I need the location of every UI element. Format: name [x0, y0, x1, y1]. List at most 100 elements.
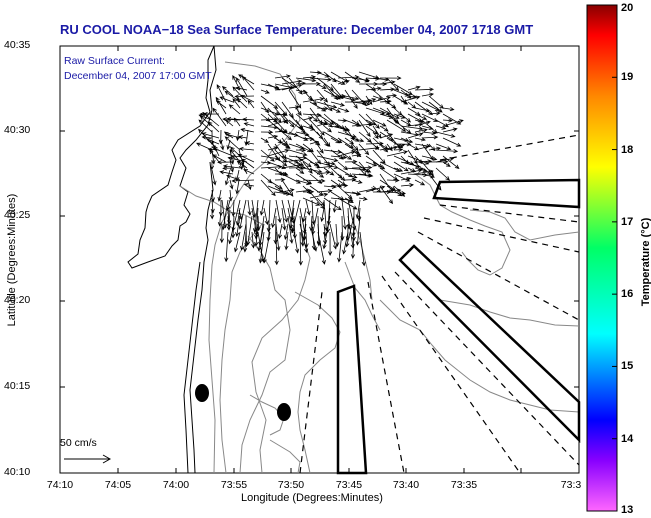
current-vector	[330, 107, 341, 113]
current-vector	[414, 137, 426, 142]
current-vector	[247, 179, 252, 191]
y-axis-title: Latitude (Degrees:Minutes)	[6, 193, 18, 327]
current-vector	[332, 199, 337, 213]
current-vector	[322, 215, 331, 250]
current-vector	[351, 101, 371, 107]
current-vector	[274, 74, 291, 79]
current-vector	[407, 94, 417, 99]
current-vector	[218, 129, 223, 145]
current-vector	[316, 188, 333, 194]
current-vector	[219, 96, 234, 103]
current-vector	[421, 155, 438, 161]
current-vector	[217, 209, 222, 227]
current-vector	[337, 150, 356, 157]
x-tick-label: 73:45	[335, 479, 363, 491]
current-vector	[393, 167, 404, 172]
current-vector	[386, 119, 407, 132]
current-vector	[442, 106, 455, 112]
current-vector	[311, 207, 319, 236]
current-vector	[365, 125, 379, 135]
current-vector	[414, 87, 435, 92]
current-vector	[295, 77, 317, 83]
current-vector	[400, 183, 415, 188]
current-vector	[260, 137, 270, 143]
current-vector	[301, 207, 307, 223]
current-vector	[442, 161, 451, 167]
current-vector	[323, 89, 341, 100]
current-vector	[199, 115, 213, 127]
current-vector	[379, 107, 400, 119]
current-vector	[236, 97, 248, 109]
current-vector	[288, 199, 295, 230]
current-vector	[309, 113, 318, 123]
current-vector	[365, 113, 380, 129]
current-vector	[311, 231, 318, 252]
current-vector	[275, 223, 281, 252]
current-vector	[400, 113, 411, 123]
current-vector	[302, 97, 325, 103]
current-vector	[228, 189, 233, 202]
current-vector	[421, 92, 435, 97]
current-vector	[309, 161, 319, 166]
y-tick-label: 40:30	[4, 124, 31, 136]
current-vector	[298, 231, 303, 266]
current-vector	[219, 170, 234, 175]
current-vector	[238, 74, 255, 85]
current-vector	[232, 98, 241, 109]
scale-label: 50 cm/s	[60, 437, 97, 449]
y-tick-label: 40:20	[4, 294, 31, 306]
current-vector	[274, 149, 288, 163]
current-vector	[316, 170, 331, 175]
current-vector	[323, 161, 336, 166]
current-vector	[379, 125, 389, 132]
current-vector	[359, 231, 366, 267]
current-vector	[330, 101, 345, 107]
current-vector	[365, 161, 378, 167]
current-vector	[400, 176, 412, 181]
current-vector	[372, 131, 379, 140]
current-vector	[260, 179, 276, 197]
current-vector	[414, 169, 434, 175]
current-vector	[407, 85, 421, 91]
current-vector	[365, 185, 386, 193]
current-vector	[215, 96, 227, 115]
x-tick-label: 74:10	[46, 479, 74, 491]
current-vector	[281, 188, 295, 193]
colorbar-tick-label: 19	[621, 71, 634, 84]
current-vector	[288, 119, 306, 134]
current-vector	[309, 101, 327, 112]
current-vector	[260, 101, 269, 114]
colorbar-tick-label: 18	[621, 143, 634, 156]
bathymetry-contours	[179, 61, 580, 474]
current-vector	[238, 209, 243, 221]
current-vector	[379, 99, 392, 104]
current-vector	[267, 146, 279, 151]
current-vector	[309, 140, 320, 145]
current-vector	[295, 119, 304, 131]
current-vector	[243, 122, 255, 127]
current-vector	[236, 77, 248, 97]
current-vector	[202, 112, 220, 127]
current-vector	[316, 77, 334, 91]
colorbar-tick-label: 14	[621, 432, 634, 445]
current-vector	[344, 167, 367, 172]
current-vector	[442, 118, 453, 123]
current-vector	[316, 83, 327, 89]
current-vector	[372, 161, 386, 170]
current-vector	[238, 149, 245, 166]
current-vector	[345, 215, 355, 248]
current-vector	[281, 207, 287, 231]
colorbar-ticks	[612, 4, 617, 512]
current-vector	[226, 199, 231, 211]
current-vector	[295, 81, 306, 86]
current-vector	[302, 116, 313, 121]
current-vector	[198, 128, 213, 145]
current-vector	[295, 167, 305, 174]
current-vector	[400, 137, 410, 142]
current-vector	[243, 169, 255, 175]
current-vector	[219, 223, 224, 244]
current-vector	[220, 139, 225, 151]
current-vector	[221, 199, 229, 231]
current-vector	[235, 179, 240, 195]
colorbar-tick-label: 13	[621, 504, 634, 516]
